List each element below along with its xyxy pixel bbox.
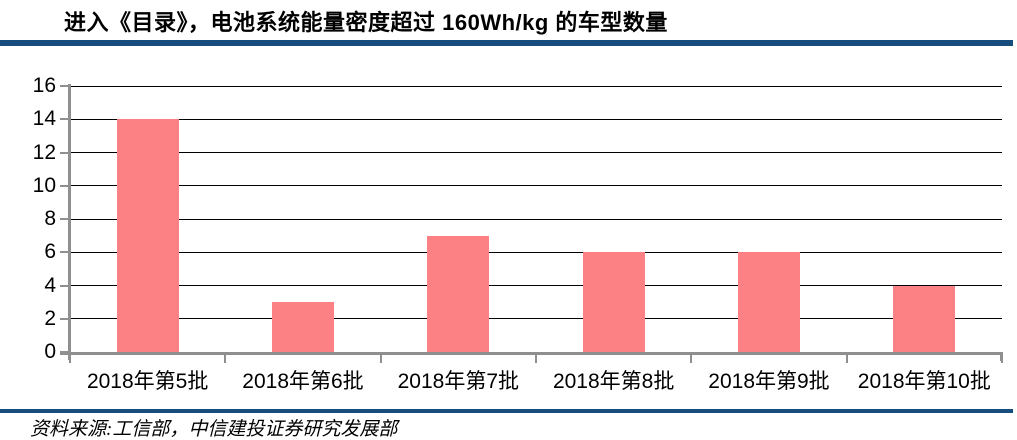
bar-2018年第6批 [271, 302, 335, 352]
gridline [70, 251, 1002, 253]
y-axis-tick-label: 4 [44, 273, 56, 297]
x-axis-tick [690, 355, 693, 363]
gridline [70, 185, 1002, 187]
y-axis-tick [60, 251, 69, 254]
y-axis-tick [60, 184, 69, 187]
y-axis-tick-label: 14 [32, 107, 56, 131]
gridline [70, 318, 1002, 320]
bar-2018年第8批 [582, 252, 645, 352]
x-axis-tick [1001, 355, 1003, 363]
bar-2018年第10批 [893, 285, 956, 352]
y-axis-tick [60, 218, 69, 220]
y-axis-line [68, 84, 71, 360]
gridline [70, 285, 1002, 286]
gridline [70, 118, 1002, 120]
y-axis-tick-label: 6 [44, 240, 56, 264]
source-note: 资料来源:工信部，中信建投证券研究发展部 [30, 419, 398, 440]
chart-title: 进入《目录》，电池系统能量密度超过 160Wh/kg 的车型数量 [64, 10, 668, 35]
gridline [70, 218, 1002, 220]
y-axis-tick-label: 16 [32, 74, 56, 97]
y-axis-tick-label: 12 [32, 140, 56, 164]
x-axis-tick [69, 355, 71, 363]
y-axis-tick [60, 317, 69, 320]
bar-2018年第5批 [116, 119, 179, 352]
x-axis-tick [224, 355, 227, 363]
title-divider-rule [0, 40, 1013, 46]
x-axis-tick [845, 355, 848, 363]
y-axis-tick-label: 0 [44, 340, 56, 363]
y-axis-tick [60, 85, 69, 87]
y-axis-tick [60, 151, 69, 154]
x-axis-category-label: 2018年第6批 [242, 370, 364, 393]
x-axis-tick [379, 355, 382, 363]
y-axis-tick-label: 2 [44, 306, 56, 330]
gridline [70, 85, 1002, 87]
y-axis-tick [60, 118, 69, 121]
x-axis-tick [535, 355, 537, 363]
y-axis-tick-label: 8 [44, 207, 56, 230]
gridline [70, 152, 1002, 153]
x-axis-category-label: 2018年第9批 [708, 370, 830, 393]
x-axis-category-label: 2018年第10批 [857, 370, 991, 393]
x-axis-category-label: 2018年第7批 [397, 370, 520, 393]
bar-2018年第9批 [737, 252, 801, 352]
y-axis-tick-label: 10 [32, 173, 56, 197]
footer-divider-rule [0, 409, 1013, 413]
x-axis-category-label: 2018年第5批 [86, 370, 209, 393]
x-axis-line [60, 352, 1003, 355]
x-axis-category-label: 2018年第8批 [552, 370, 675, 393]
bar-2018年第7批 [427, 235, 490, 352]
plot-area: 0 2 4 6 8 10 12 14 16 2018年第5批 2018年第6批 2018年第7批 201… [33, 74, 1003, 393]
y-axis-tick [60, 284, 69, 287]
